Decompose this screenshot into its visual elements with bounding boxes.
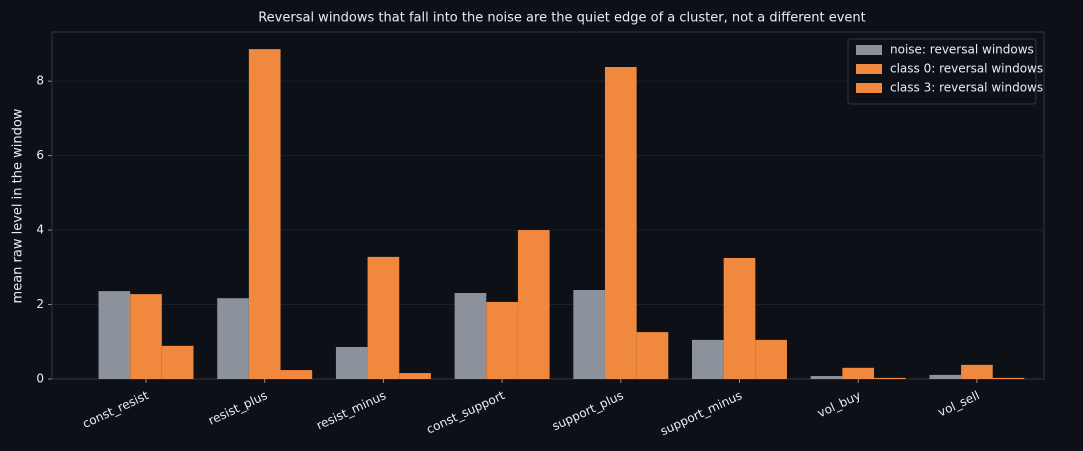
bar bbox=[692, 339, 724, 379]
bar bbox=[636, 332, 669, 379]
y-tick-label: 8 bbox=[36, 74, 44, 88]
bar bbox=[217, 298, 249, 379]
legend-swatch bbox=[856, 83, 882, 93]
bar bbox=[248, 49, 281, 379]
legend-label: class 0: reversal windows bbox=[890, 62, 1043, 76]
bar bbox=[486, 301, 518, 379]
legend-label: noise: reversal windows bbox=[890, 43, 1034, 57]
chart-title: Reversal windows that fall into the nois… bbox=[258, 11, 866, 26]
bar bbox=[98, 291, 131, 379]
y-tick-label: 2 bbox=[36, 297, 44, 311]
bar bbox=[604, 66, 637, 379]
bar bbox=[161, 345, 194, 379]
bar bbox=[573, 290, 605, 379]
bar bbox=[280, 370, 313, 379]
bar bbox=[130, 294, 162, 379]
y-tick-label: 4 bbox=[36, 223, 44, 237]
bar bbox=[755, 339, 787, 379]
bar bbox=[929, 374, 962, 379]
legend-label: class 3: reversal windows bbox=[890, 81, 1043, 95]
bar bbox=[454, 292, 487, 379]
bar bbox=[842, 367, 875, 379]
y-tick-label: 0 bbox=[36, 372, 44, 386]
bar bbox=[335, 346, 368, 379]
legend-swatch bbox=[856, 64, 882, 74]
bar bbox=[992, 377, 1025, 379]
bar bbox=[399, 373, 431, 379]
legend-box bbox=[847, 38, 1037, 105]
bar bbox=[961, 364, 993, 379]
bar bbox=[367, 256, 400, 379]
bar bbox=[517, 230, 550, 379]
bar bbox=[810, 376, 843, 379]
bar bbox=[874, 377, 906, 379]
y-tick-label: 6 bbox=[36, 148, 44, 162]
bar bbox=[723, 257, 756, 379]
legend-swatch bbox=[856, 45, 882, 55]
y-axis-label: mean raw level in the window bbox=[11, 108, 26, 303]
